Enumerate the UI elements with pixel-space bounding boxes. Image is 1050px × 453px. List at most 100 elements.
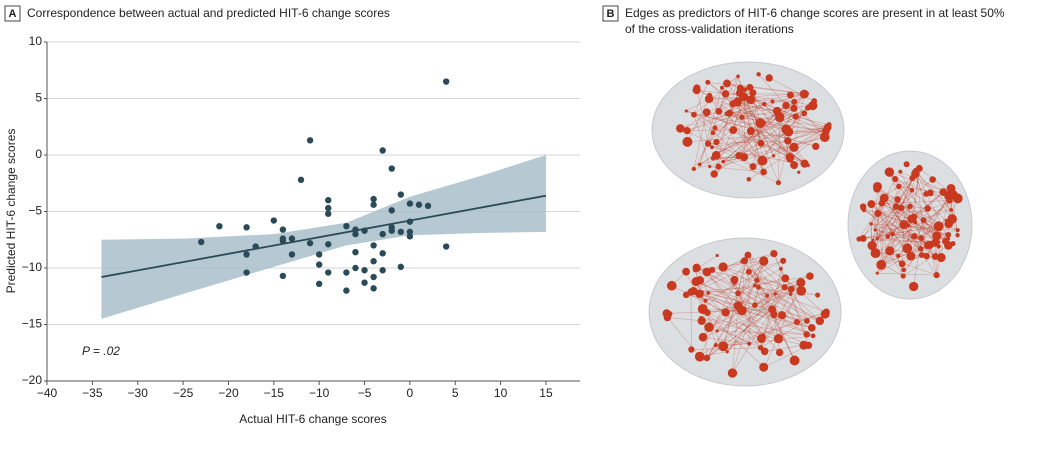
brain-edge	[872, 239, 936, 244]
brain-edge	[666, 308, 773, 314]
brain-edge	[702, 312, 726, 338]
point	[352, 248, 359, 256]
brain-node	[785, 153, 795, 162]
brain-node	[878, 199, 886, 207]
brain-edge	[880, 221, 916, 266]
brain-edge	[743, 96, 779, 183]
brain-node	[736, 74, 740, 79]
point	[352, 226, 359, 233]
brain-node	[742, 87, 748, 92]
brain-edge	[789, 129, 827, 160]
brain-node	[692, 85, 701, 95]
brain-node	[765, 293, 770, 298]
brain-node	[715, 329, 719, 333]
brain-edge	[717, 288, 792, 332]
brain-node	[783, 127, 794, 137]
brain-edge	[875, 229, 936, 244]
y-tick-label: −10	[22, 260, 43, 274]
brain-node	[742, 307, 747, 312]
brain-edge	[734, 282, 820, 322]
brain-node	[757, 139, 765, 147]
brain-node	[760, 168, 767, 176]
brain-edge	[788, 127, 828, 133]
brain-edge	[693, 114, 711, 167]
brain-edge	[900, 207, 936, 242]
brain-node	[892, 175, 899, 183]
brain-node	[699, 315, 703, 320]
brain-edge	[741, 110, 778, 118]
brain-edge	[699, 282, 735, 357]
brain-edge	[718, 136, 825, 167]
brain-edge	[709, 95, 830, 126]
brain-node	[712, 125, 718, 131]
brain-edge	[717, 330, 807, 335]
brain-node	[773, 292, 777, 296]
brain-node	[759, 256, 769, 266]
brain-edge	[785, 278, 826, 315]
brain-edge	[737, 271, 750, 306]
brain-node	[884, 167, 895, 177]
x-tick-label: 15	[539, 386, 553, 400]
point	[442, 78, 450, 85]
brain-node	[890, 231, 895, 237]
brain-edge	[712, 107, 809, 159]
brain-node	[892, 203, 900, 210]
brain-node	[801, 110, 808, 117]
point	[198, 238, 205, 246]
brain-edge	[729, 112, 809, 166]
brain-node	[725, 350, 729, 354]
brain-node	[770, 99, 775, 104]
brain-node	[721, 90, 730, 98]
brain-node	[896, 183, 902, 190]
y-tick-label: −5	[28, 204, 42, 218]
point	[306, 137, 314, 144]
brain-edge	[762, 293, 776, 337]
point	[325, 269, 332, 276]
brain-edge	[903, 245, 949, 277]
brain-edge	[741, 310, 812, 329]
brain-node	[735, 89, 744, 97]
brain-node	[715, 253, 719, 258]
brain-node	[826, 122, 832, 128]
brain-node	[745, 268, 752, 275]
brain-edge	[726, 293, 776, 352]
brain-node	[695, 289, 704, 299]
brain-edge	[748, 260, 784, 273]
brain-edge	[693, 143, 709, 170]
point	[325, 241, 332, 248]
brain-node	[931, 253, 939, 260]
brain-node	[692, 267, 699, 273]
brain-edge	[870, 223, 888, 237]
brain-node	[688, 346, 695, 353]
brain-edge	[708, 292, 755, 306]
brain-node	[726, 109, 734, 117]
brain-edge	[775, 293, 820, 322]
brain-node	[704, 322, 714, 333]
brain-edge	[887, 170, 917, 237]
brain-node	[923, 241, 933, 250]
point	[379, 267, 386, 274]
brain-node	[727, 368, 738, 378]
brain-node	[705, 79, 711, 85]
point	[415, 201, 423, 208]
brain-edge	[712, 103, 765, 134]
brain-node	[779, 266, 783, 271]
brain-node	[777, 311, 787, 320]
brain-node	[815, 292, 821, 298]
brain-edge	[760, 122, 826, 132]
brain-edge	[754, 290, 802, 306]
point	[406, 218, 414, 225]
brain-edge	[686, 254, 749, 296]
brain-node	[936, 253, 946, 263]
brain-node	[746, 177, 752, 182]
brain-node	[702, 108, 711, 117]
brain-node	[874, 209, 882, 218]
brain-edge	[700, 275, 811, 318]
brain-node	[721, 308, 730, 317]
brain-edge	[696, 281, 814, 337]
brain-edge	[754, 304, 820, 322]
brain-edge	[738, 110, 778, 156]
brain-node	[920, 217, 927, 224]
brain-node	[856, 236, 862, 242]
panel-label-box	[602, 5, 619, 22]
